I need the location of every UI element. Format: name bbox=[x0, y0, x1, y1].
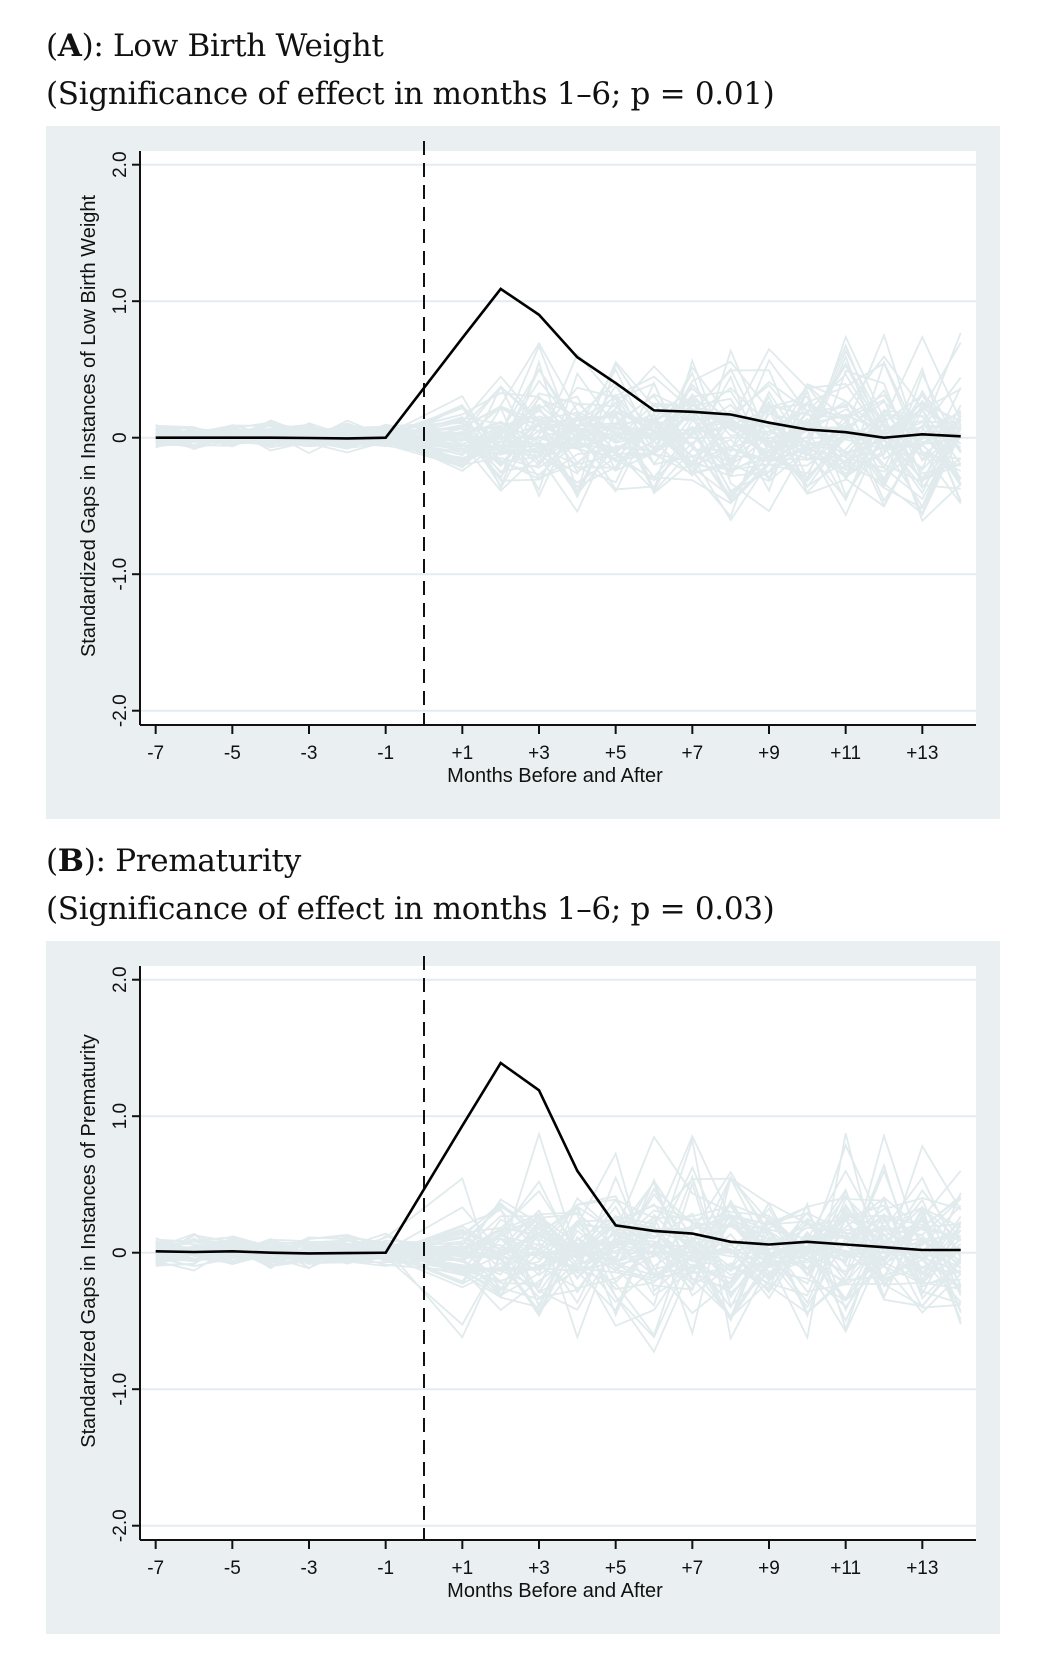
panel-a-placebo-line bbox=[155, 384, 962, 517]
panel-b-x-tick-label: +1 bbox=[451, 1558, 473, 1579]
panel-b-x-tick-label: -5 bbox=[224, 1558, 241, 1579]
panel-a-x-tick-label: +1 bbox=[451, 743, 473, 764]
panel-a-y-tick-label: -1.0 bbox=[110, 558, 131, 591]
panel-b-y-tick-label: 0 bbox=[110, 1247, 131, 1258]
panel-a-placebo-line bbox=[155, 365, 961, 503]
panel-a-chart: 2.0 1.0 0 -1.0 -2.0 -7 -5 -3 -1 +1 +3 +5 +7 +9 +11 +13 M… bbox=[46, 126, 1000, 819]
panel-a-x-tick-label: +13 bbox=[906, 743, 938, 764]
panel-a-x-tick-label: +9 bbox=[758, 743, 780, 764]
panel-a-title: (A): Low Birth Weight bbox=[46, 28, 384, 64]
panel-b-y-tick-label: 2.0 bbox=[110, 966, 131, 992]
panel-b-placebo-line bbox=[155, 1198, 962, 1286]
panel-a-y-tick-label: 2.0 bbox=[110, 151, 131, 177]
panel-a-x-tick-label: +5 bbox=[605, 743, 627, 764]
panel-a-placebo-line bbox=[155, 393, 962, 492]
panel-b-x-tick-label: +13 bbox=[906, 1558, 938, 1579]
panel-a-x-tick-label: -5 bbox=[224, 743, 241, 764]
panel-b-x-tick-label: +7 bbox=[681, 1558, 703, 1579]
panel-b-subtitle: (Significance of effect in months 1–6; p… bbox=[46, 891, 775, 927]
panel-a-x-tick-label: +7 bbox=[681, 743, 703, 764]
panel-b-treated-line bbox=[155, 1061, 961, 1255]
panel-a-y-tick-label: 0 bbox=[110, 432, 131, 443]
panel-a-y-tick-label: -2.0 bbox=[110, 694, 131, 727]
panel-a-title-text: : Low Birth Weight bbox=[93, 28, 384, 64]
panel-a-x-tick-label: +11 bbox=[830, 743, 861, 764]
panel-b-placebo-line bbox=[155, 1136, 961, 1342]
panel-b-y-tick-label: 1.0 bbox=[110, 1103, 131, 1129]
panel-b-chart: 2.0 1.0 0 -1.0 -2.0 -7 -5 -3 -1 +1 +3 +5 +7 +9 +11 +13 M… bbox=[46, 941, 1000, 1634]
panel-b-x-tick-label: -7 bbox=[147, 1558, 164, 1579]
panel-b-x-tick-label: -1 bbox=[377, 1558, 394, 1579]
panel-b-x-tick-label: -3 bbox=[301, 1558, 318, 1579]
panel-b-y-tick-label: -2.0 bbox=[110, 1509, 131, 1542]
panel-a-treated-line bbox=[155, 287, 961, 440]
panel-b-x-tick-label: +11 bbox=[830, 1558, 861, 1579]
panel-b-y-axis-title: Standardized Gaps in Instances of Premat… bbox=[78, 1034, 100, 1448]
panel-a-placebo-line bbox=[155, 348, 962, 486]
panel-a-y-tick-label: 1.0 bbox=[110, 288, 131, 314]
panel-b-placebo-line bbox=[155, 1196, 962, 1300]
panel-b-x-axis-title: Months Before and After bbox=[447, 1580, 663, 1602]
panel-a-subtitle: (Significance of effect in months 1–6; p… bbox=[46, 76, 775, 112]
panel-b-x-tick-label: +9 bbox=[758, 1558, 780, 1579]
panel-a-x-tick-label: -3 bbox=[301, 743, 318, 764]
panel-b-x-tick-label: +5 bbox=[605, 1558, 627, 1579]
panel-a-x-tick-label: +3 bbox=[528, 743, 550, 764]
panel-a-y-axis-title: Standardized Gaps in Instances of Low Bi… bbox=[78, 195, 100, 658]
panel-b-placebo-line bbox=[155, 1177, 962, 1318]
panel-b-placebo-line bbox=[155, 1187, 962, 1294]
panel-b-x-tick-label: +3 bbox=[528, 1558, 550, 1579]
panel-b-title-text: : Prematurity bbox=[95, 843, 302, 879]
panel-a-label: A bbox=[57, 28, 82, 64]
panel-a-x-axis-title: Months Before and After bbox=[447, 765, 663, 787]
panel-b-label: B bbox=[57, 843, 84, 879]
panel-b-title: (B): Prematurity bbox=[46, 843, 301, 879]
panel-a-x-tick-label: -7 bbox=[147, 743, 164, 764]
panel-a-x-tick-label: -1 bbox=[377, 743, 394, 764]
panel-a-placebo-line bbox=[155, 377, 962, 471]
panel-b-y-tick-label: -1.0 bbox=[110, 1373, 131, 1406]
